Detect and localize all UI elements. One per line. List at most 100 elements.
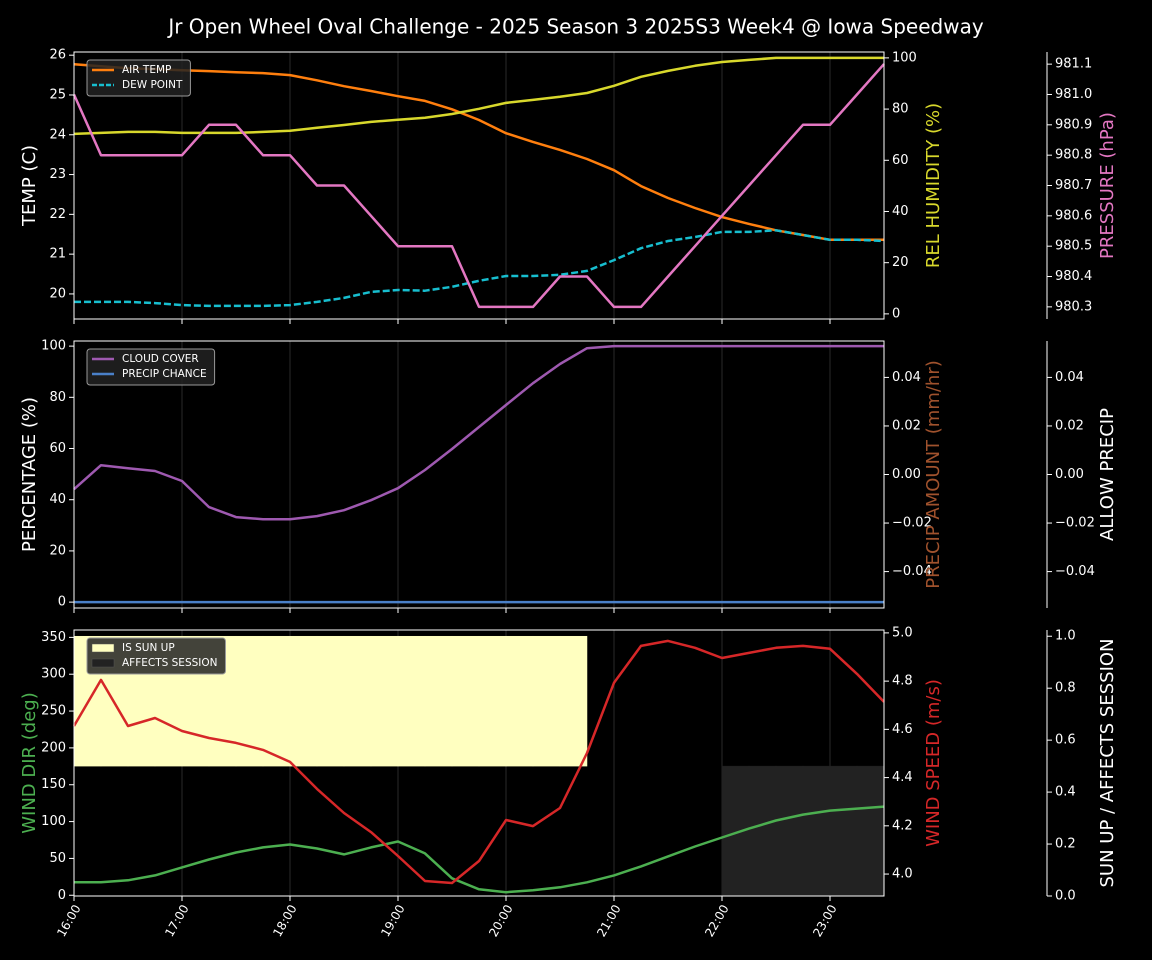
legend: CLOUD COVER PRECIP CHANCE — [86, 348, 216, 386]
y-tick-label: 24 — [49, 127, 66, 142]
legend-swatch — [91, 643, 115, 653]
y-tick-label: 0 — [892, 306, 900, 321]
y-tick-label: 20 — [49, 286, 66, 301]
y-tick-label: 0.00 — [892, 467, 921, 482]
y-tick-label: 350 — [41, 630, 66, 645]
band-segment — [532, 635, 561, 767]
y-tick-label: 22 — [49, 207, 66, 222]
legend-swatch — [91, 658, 115, 668]
y-tick-label: 100 — [41, 814, 66, 829]
y-tick-label: 80 — [49, 390, 66, 405]
y-tick-label: 980.9 — [1055, 117, 1092, 132]
band-segment — [397, 635, 426, 767]
y-tick-label: −0.04 — [892, 564, 932, 579]
legend-label: DEW POINT — [122, 79, 183, 91]
y-tick-label: 250 — [41, 704, 66, 719]
y-tick-label: 1.0 — [1055, 629, 1076, 644]
axis-label: REL HUMIDITY (%) — [923, 103, 944, 268]
plot-frame — [73, 51, 885, 320]
y-tick-label: −0.04 — [1055, 564, 1095, 579]
band-segment — [505, 635, 534, 767]
y-tick-label: 20 — [49, 543, 66, 558]
series-line — [74, 229, 885, 308]
y-tick-label: 50 — [49, 851, 66, 866]
y-tick-label: 4.2 — [892, 818, 913, 833]
y-tick-label: 981.0 — [1055, 87, 1092, 102]
band-segment — [370, 635, 399, 767]
legend: IS SUN UP AFFECTS SESSION — [86, 637, 226, 675]
y-tick-label: 4.0 — [892, 867, 913, 882]
y-tick-label: 0 — [58, 595, 66, 610]
axis-label: PERCENTAGE (%) — [19, 397, 40, 552]
band-segment — [856, 765, 885, 897]
axis-label: TEMP (C) — [19, 145, 40, 227]
y-tick-label: 0.02 — [1055, 418, 1084, 433]
y-tick-label: 980.8 — [1055, 148, 1092, 163]
band-segment — [829, 765, 858, 897]
y-tick-label: 40 — [49, 492, 66, 507]
band-segment — [424, 635, 453, 767]
band-segment — [316, 635, 345, 767]
series-line — [72, 639, 885, 885]
axis-label: WIND SPEED (m/s) — [923, 679, 944, 847]
y-tick-label: 980.3 — [1055, 299, 1092, 314]
y-tick-label: 980.5 — [1055, 239, 1092, 254]
legend: AIR TEMP DEW POINT — [86, 59, 191, 97]
series-line — [74, 805, 885, 894]
chart-title: Jr Open Wheel Oval Challenge - 2025 Seas… — [166, 15, 984, 39]
band-segment — [559, 635, 588, 767]
plot-frame — [73, 629, 885, 897]
y-tick-label: 980.4 — [1055, 269, 1092, 284]
legend-label: IS SUN UP — [122, 642, 175, 654]
y-tick-label: 25 — [49, 87, 66, 102]
y-tick-label: 80 — [892, 102, 909, 117]
band-segment — [289, 635, 318, 767]
y-tick-label: 980.6 — [1055, 208, 1092, 223]
y-tick-label: 0.00 — [1055, 467, 1084, 482]
y-tick-label: 100 — [41, 339, 66, 354]
axis-label: WIND DIR (deg) — [19, 692, 40, 834]
y-tick-label: 0.02 — [892, 418, 921, 433]
y-tick-label: 21 — [49, 247, 66, 262]
y-tick-label: 5.0 — [892, 625, 913, 640]
y-tick-label: 0.2 — [1055, 837, 1076, 852]
legend-label: CLOUD COVER — [122, 353, 199, 365]
band-segment — [343, 635, 372, 767]
y-tick-label: 20 — [892, 255, 909, 270]
y-tick-label: 300 — [41, 667, 66, 682]
axis-label: PRESSURE (hPa) — [1097, 112, 1118, 259]
y-tick-label: 4.6 — [892, 722, 913, 737]
axis-label: ALLOW PRECIP — [1097, 408, 1118, 541]
band-segment — [748, 765, 777, 897]
legend-label: AFFECTS SESSION — [122, 657, 218, 669]
band-segment — [802, 765, 831, 897]
band-segment — [478, 635, 507, 767]
y-tick-label: 26 — [49, 48, 66, 63]
series-line — [73, 344, 884, 521]
y-tick-label: 200 — [41, 740, 66, 755]
series-line — [72, 63, 885, 309]
band-segment — [262, 635, 291, 767]
y-tick-label: 0.0 — [1055, 889, 1076, 904]
y-tick-label: 4.8 — [892, 674, 913, 689]
legend-label: PRECIP CHANCE — [122, 368, 207, 380]
legend-box — [86, 637, 226, 675]
series-line — [73, 56, 884, 136]
y-tick-label: 0.04 — [892, 370, 921, 385]
band-segment — [451, 635, 480, 767]
y-tick-label: 23 — [49, 167, 66, 182]
y-tick-label: 0.6 — [1055, 733, 1076, 748]
y-tick-label: 0.04 — [1055, 370, 1084, 385]
y-tick-label: 980.7 — [1055, 178, 1092, 193]
y-tick-label: 40 — [892, 204, 909, 219]
y-tick-label: 0.8 — [1055, 681, 1076, 696]
y-tick-label: 60 — [49, 441, 66, 456]
band-segment — [775, 765, 804, 897]
y-tick-label: 0 — [58, 888, 66, 903]
y-tick-label: 0.4 — [1055, 785, 1076, 800]
y-tick-label: 60 — [892, 153, 909, 168]
y-tick-label: 4.4 — [892, 770, 913, 785]
